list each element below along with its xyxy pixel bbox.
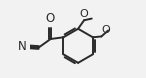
Text: N: N <box>18 40 26 53</box>
Text: O: O <box>102 25 111 35</box>
Text: O: O <box>79 9 88 19</box>
Text: O: O <box>45 12 54 25</box>
